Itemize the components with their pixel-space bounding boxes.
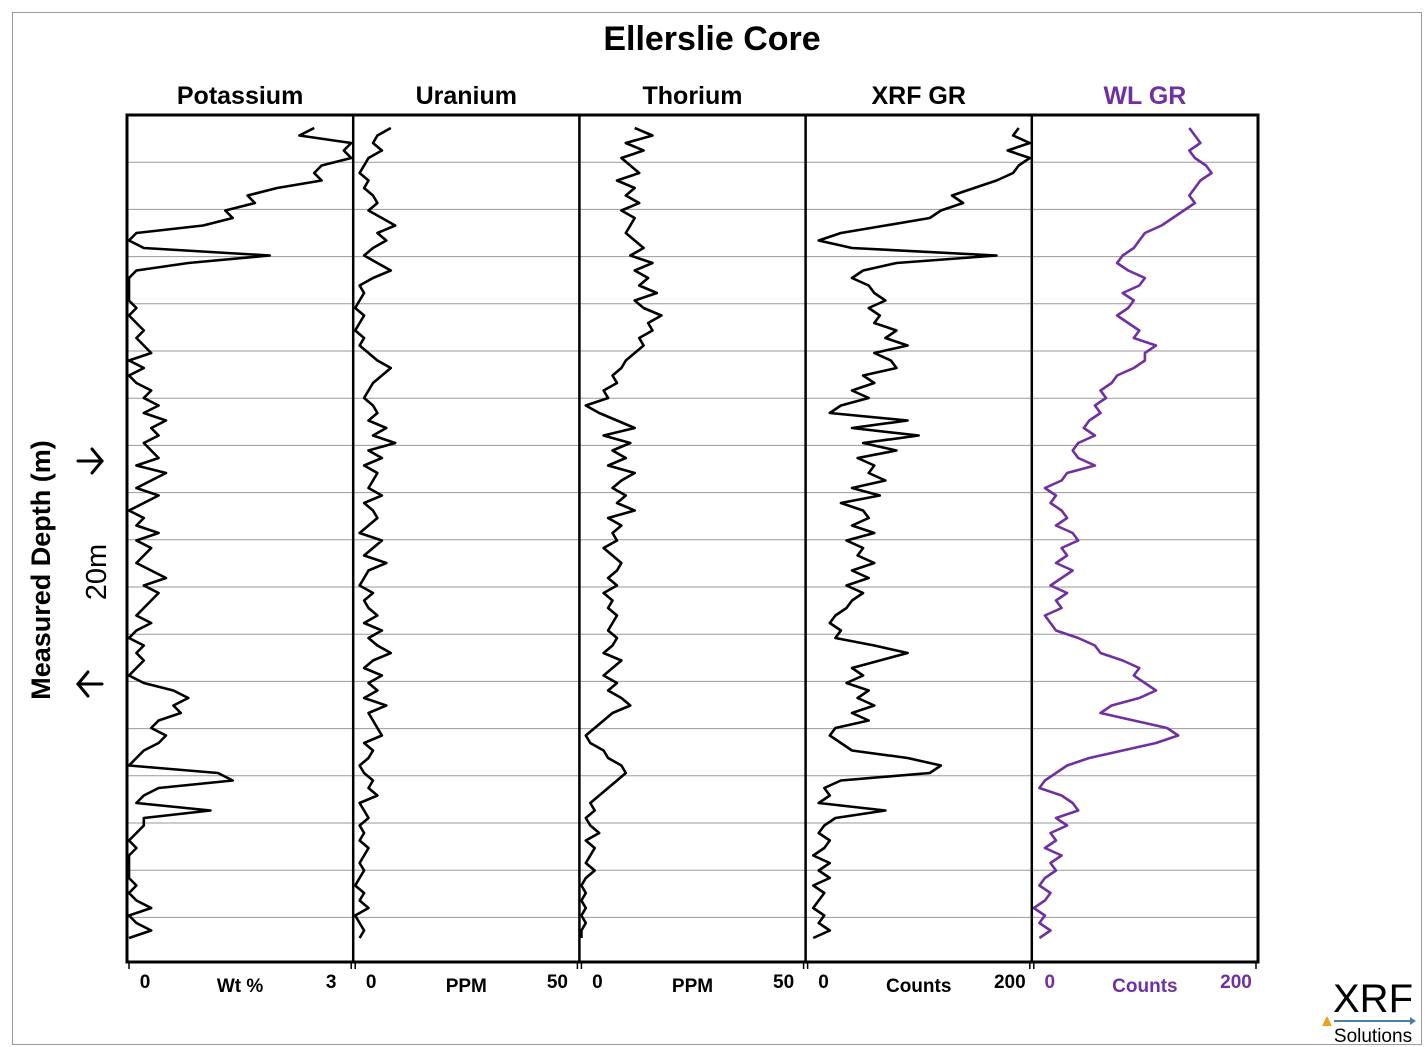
log-panels: Potassium 0 3 Wt % Uranium 0 50 PPM Thorium 0 50 PP…	[125, 82, 1260, 997]
x-axis-unit-label: Counts	[1112, 976, 1177, 997]
chart-title: Ellerslie Core	[603, 20, 820, 58]
panel-title: WL GR	[1103, 82, 1186, 110]
log-trace	[580, 126, 663, 938]
x-axis-unit-label: Counts	[886, 976, 951, 997]
log-panel: Uranium 0 50 PPM	[351, 82, 579, 997]
log-panel: WL GR 0 200 Counts	[1030, 82, 1257, 997]
x-axis-max-label: 3	[326, 972, 337, 993]
x-axis-max-label: 50	[547, 972, 568, 993]
x-axis-min-label: 0	[140, 972, 151, 993]
scale-bar-up-arrow-icon	[76, 447, 104, 475]
scale-bar-label: 20m	[81, 544, 113, 600]
log-trace	[127, 126, 353, 940]
chart-frame	[12, 12, 1422, 1045]
logo-arrowhead-icon	[1410, 1017, 1416, 1025]
panel-title: Thorium	[643, 82, 743, 110]
xrf-solutions-logo: XRF Solutions	[1322, 977, 1416, 1047]
log-panel: Thorium 0 50 PPM	[578, 82, 805, 997]
depth-axis: Measured Depth (m) 20m	[26, 440, 113, 700]
depth-gridlines	[127, 161, 1258, 918]
panel-title: XRF GR	[871, 82, 965, 110]
y-axis-label: Measured Depth (m)	[26, 440, 56, 700]
log-panel: XRF GR 0 200 Counts	[804, 82, 1032, 997]
logo-triangle-icon	[1322, 1016, 1332, 1026]
panel-title: Uranium	[416, 82, 517, 110]
scale-bar-down-arrow-icon	[76, 670, 104, 698]
logo-text: XRF	[1333, 977, 1413, 1021]
x-axis-min-label: 0	[592, 972, 603, 993]
log-trace	[353, 126, 397, 939]
x-axis-min-label: 0	[366, 972, 377, 993]
x-axis-min-label: 0	[1045, 972, 1056, 993]
x-axis-min-label: 0	[818, 972, 829, 993]
x-axis-max-label: 200	[1220, 972, 1252, 993]
panel-title: Potassium	[177, 82, 303, 110]
x-axis-max-label: 50	[773, 972, 794, 993]
plot-border	[125, 113, 1260, 964]
x-axis-unit-label: Wt %	[217, 976, 264, 997]
log-trace	[811, 127, 1032, 940]
x-axis-unit-label: PPM	[672, 976, 713, 997]
x-axis-unit-label: PPM	[446, 976, 487, 997]
log-trace	[1032, 127, 1213, 940]
logo-subtext: Solutions	[1334, 1026, 1412, 1047]
log-panel: Potassium 0 3 Wt %	[127, 82, 353, 997]
x-axis-max-label: 200	[994, 972, 1026, 993]
